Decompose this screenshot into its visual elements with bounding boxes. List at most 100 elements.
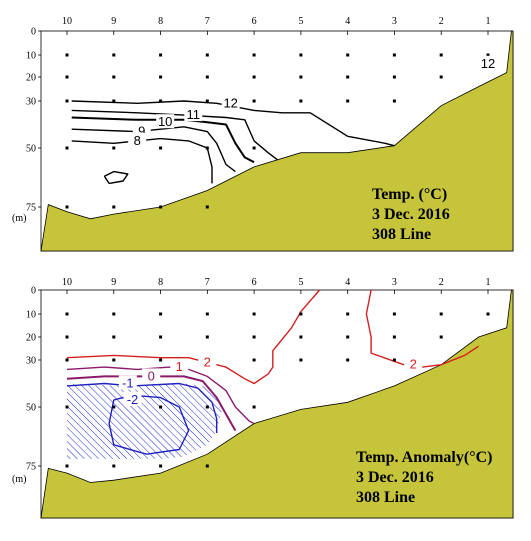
- sample-point: [252, 312, 256, 316]
- station-tick-label: 5: [298, 277, 303, 288]
- sample-point: [159, 312, 163, 316]
- contour-group: [66, 289, 479, 455]
- depth-unit-label: (m): [12, 213, 26, 224]
- sample-point: [65, 205, 69, 209]
- sample-point: [299, 312, 303, 316]
- station-tick-label: 1: [486, 16, 491, 27]
- sample-point: [65, 53, 69, 57]
- sample-point: [159, 358, 163, 362]
- sample-point: [65, 335, 69, 339]
- sample-point: [205, 99, 209, 103]
- sample-point: [112, 99, 116, 103]
- sample-point: [159, 405, 163, 409]
- sample-point: [159, 75, 163, 79]
- sample-point: [205, 75, 209, 79]
- sample-point: [346, 75, 350, 79]
- contour-label-group: 12 11 10 98 12: [128, 55, 497, 148]
- station-axis: 10 9 8 7 6 5 4 3 2 1: [62, 16, 491, 35]
- sample-point: [252, 335, 256, 339]
- sample-point: [65, 75, 69, 79]
- contour-line: [66, 289, 321, 385]
- depth-tick-label: 20: [26, 333, 36, 344]
- sample-point: [392, 99, 396, 103]
- contour-label: -1: [122, 376, 134, 391]
- contour-label-bg: [156, 114, 175, 129]
- depth-axis: 0 10 20 30 50 75: [26, 286, 41, 473]
- contour-label-bg: [404, 356, 423, 371]
- sample-point: [112, 75, 116, 79]
- station-tick-label: 10: [62, 16, 72, 27]
- depth-tick-label: 50: [26, 403, 36, 414]
- contour-label-bg: [123, 391, 142, 406]
- contour-line: [66, 366, 255, 425]
- depth-tick-label: 30: [26, 97, 36, 108]
- station-tick-label: 9: [111, 16, 116, 27]
- contour-label: 9: [138, 124, 145, 139]
- sample-point: [159, 146, 163, 150]
- sample-point: [299, 99, 303, 103]
- chart-date: 3 Dec. 2016: [372, 206, 450, 223]
- shaded-region: [67, 383, 222, 459]
- contour-label: 10: [158, 114, 172, 129]
- sample-point: [486, 312, 490, 316]
- contour-label-bg: [221, 95, 240, 110]
- sample-point: [299, 335, 303, 339]
- sample-point: [346, 335, 350, 339]
- depth-axis: 0 10 20 30 50 75: [26, 27, 41, 214]
- sample-point: [112, 312, 116, 316]
- station-tick-label: 2: [439, 16, 444, 27]
- sample-point: [392, 312, 396, 316]
- contour-label-bg: [198, 354, 217, 369]
- sample-point: [252, 405, 256, 409]
- station-tick-label: 3: [392, 277, 397, 288]
- sample-point: [299, 75, 303, 79]
- station-tick-label: 4: [345, 16, 350, 27]
- sample-point: [159, 99, 163, 103]
- depth-tick-label: 75: [26, 462, 36, 473]
- sample-point: [439, 312, 443, 316]
- contour-label-bg: [170, 359, 189, 374]
- station-tick-label: 6: [252, 16, 257, 27]
- sample-point: [205, 405, 209, 409]
- contour-label: 1: [176, 359, 183, 374]
- station-tick-label: 10: [62, 277, 72, 288]
- sample-point: [65, 464, 69, 468]
- sample-point: [65, 146, 69, 150]
- depth-tick-label: 30: [26, 356, 36, 367]
- sample-point: [299, 358, 303, 362]
- depth-tick-label: 10: [26, 310, 36, 321]
- station-tick-label: 8: [158, 16, 163, 27]
- station-tick-label: 8: [158, 277, 163, 288]
- contour-label-bg: [184, 107, 203, 122]
- sample-point: [65, 99, 69, 103]
- sample-point: [112, 405, 116, 409]
- sample-point: [112, 146, 116, 150]
- sample-point: [252, 53, 256, 57]
- station-tick-label: 9: [111, 277, 116, 288]
- contour-label: 12: [223, 95, 237, 110]
- sample-points: [65, 312, 490, 468]
- sample-point: [159, 53, 163, 57]
- contour-line: [66, 375, 237, 432]
- sample-point: [205, 146, 209, 150]
- sample-points: [65, 53, 490, 209]
- sample-point: [159, 464, 163, 468]
- sample-point: [252, 358, 256, 362]
- sample-point: [392, 53, 396, 57]
- station-tick-label: 1: [486, 277, 491, 288]
- contour-label: 11: [187, 107, 201, 122]
- sample-point: [252, 146, 256, 150]
- contour-label: 2: [410, 357, 417, 372]
- sample-point: [346, 358, 350, 362]
- contour-label: 12: [481, 56, 495, 71]
- sample-point: [112, 358, 116, 362]
- sample-point: [205, 335, 209, 339]
- contour-label-bg: [142, 368, 161, 383]
- station-tick-label: 7: [205, 277, 210, 288]
- contour-line: [103, 170, 129, 185]
- contour-label: 0: [148, 368, 155, 383]
- depth-tick-label: 0: [31, 27, 36, 38]
- contour-label-bg: [479, 55, 497, 70]
